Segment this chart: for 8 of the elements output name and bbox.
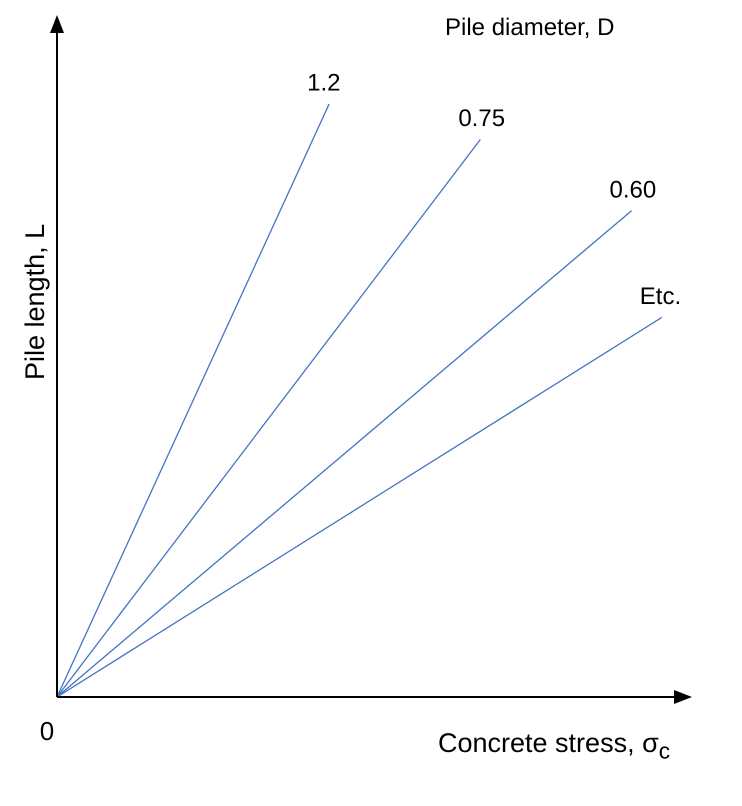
series-label: 0.75 xyxy=(458,105,506,132)
x-axis-title: Concrete stress, σ$_{c}$ xyxy=(438,727,671,766)
series-label: 1.2 xyxy=(307,70,341,97)
text: 0 xyxy=(40,716,54,746)
legend-title: Pile diameter, D xyxy=(445,14,614,42)
y-axis-title: Pile length, L xyxy=(20,224,51,380)
series-label: 0.60 xyxy=(610,176,656,204)
series-label: Etc. xyxy=(640,283,682,310)
